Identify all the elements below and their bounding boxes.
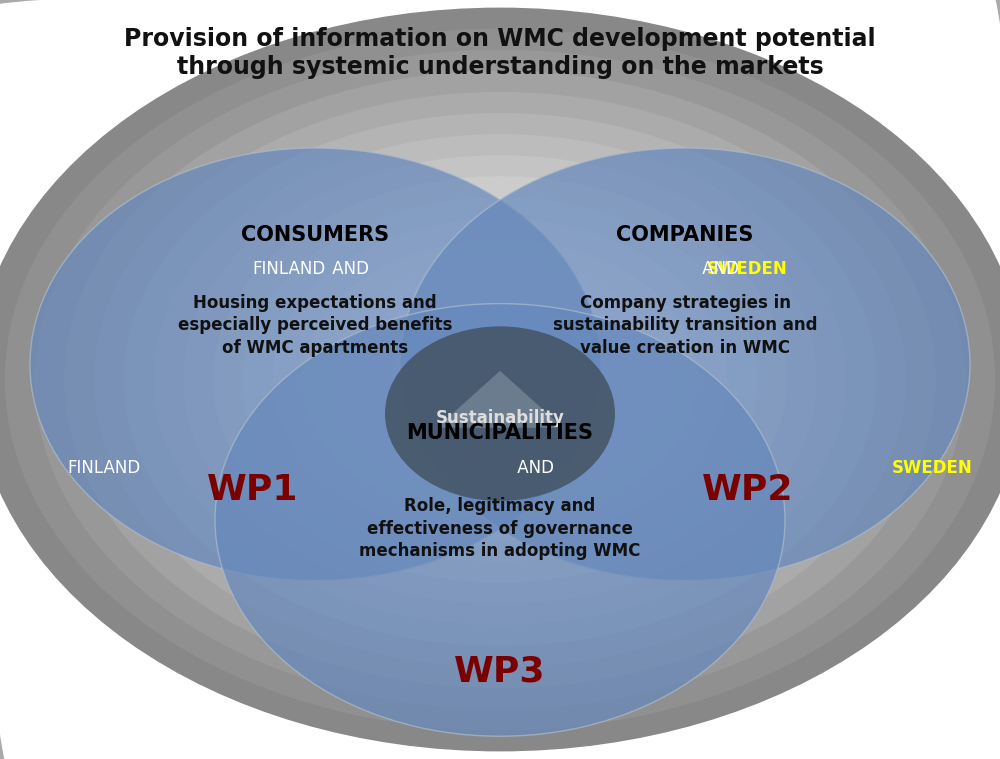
Ellipse shape [34,50,966,709]
Ellipse shape [213,176,787,583]
Text: WP3: WP3 [454,654,546,688]
Ellipse shape [362,282,638,477]
Ellipse shape [153,134,846,625]
Ellipse shape [5,29,995,730]
Circle shape [400,148,970,581]
Ellipse shape [243,197,757,562]
Ellipse shape [64,71,936,688]
Text: WP2: WP2 [702,473,793,507]
Circle shape [385,326,615,501]
Ellipse shape [392,303,608,456]
Text: SWEDEN: SWEDEN [892,459,972,477]
Ellipse shape [332,260,668,499]
Ellipse shape [272,219,728,540]
Ellipse shape [124,113,876,646]
Circle shape [215,304,785,736]
Circle shape [30,148,600,581]
Text: Company strategies in
sustainability transition and
value creation in WMC: Company strategies in sustainability tra… [553,294,817,357]
Text: CONSUMERS: CONSUMERS [241,225,389,244]
Ellipse shape [302,239,698,520]
Polygon shape [437,371,563,428]
Ellipse shape [0,8,1000,751]
Text: COMPANIES: COMPANIES [616,225,754,244]
Text: AND: AND [327,260,375,278]
Text: Sustainability: Sustainability [436,409,564,427]
Text: WP1: WP1 [207,473,298,507]
Text: FINLAND: FINLAND [252,260,326,278]
Text: Role, legitimacy and
effectiveness of governance
mechanisms in adopting WMC: Role, legitimacy and effectiveness of go… [359,497,641,560]
Text: AND: AND [697,260,745,278]
Text: Provision of information on WMC development potential
through systemic understan: Provision of information on WMC developm… [124,27,876,79]
Text: Housing expectations and
especially perceived benefits
of WMC apartments: Housing expectations and especially perc… [178,294,452,357]
Text: MUNICIPALITIES: MUNICIPALITIES [406,424,594,443]
Text: AND: AND [512,459,560,477]
Text: SWEDEN: SWEDEN [707,260,787,278]
Ellipse shape [183,155,817,604]
Text: FINLAND: FINLAND [67,459,141,477]
Ellipse shape [94,92,906,667]
